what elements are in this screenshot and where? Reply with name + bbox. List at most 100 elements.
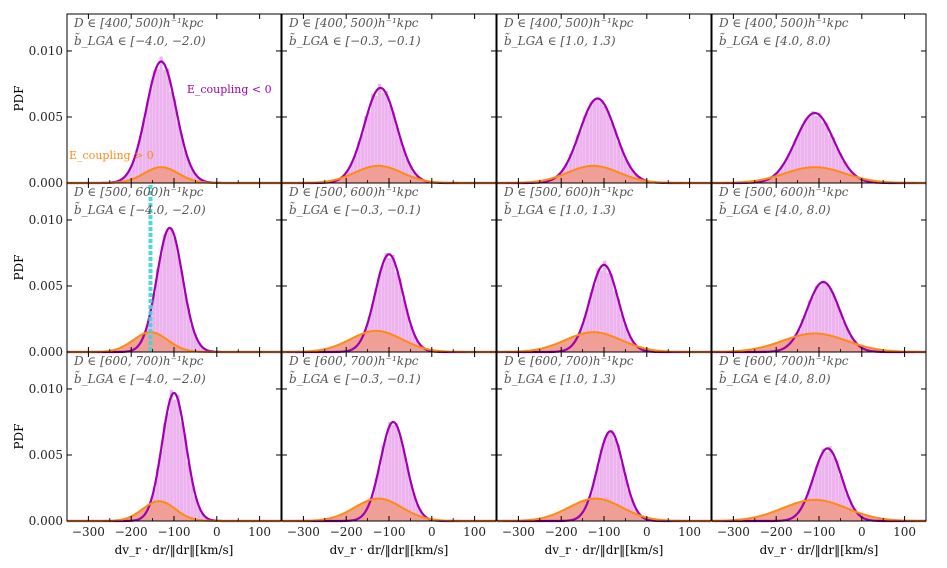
panel-distance-label: D ∈ [600, 700)h⁻¹kpc [503,354,634,368]
negative-hist-bar [824,284,829,352]
negative-hist-bar [384,438,388,521]
negative-hist-bar [828,134,832,183]
negative-hist-bar [824,122,829,183]
negative-hist-bar [132,160,136,183]
negative-hist-bar [630,498,634,521]
negative-hist-bar [811,110,815,183]
legend-negative-label: E_coupling < 0 [187,83,272,96]
negative-hist-bar [804,313,808,352]
negative-hist-bar [371,93,375,183]
negative-hist-bar [599,100,603,183]
negative-hist-bar [138,135,143,183]
negative-hist-bar [606,110,610,183]
negative-hist-bar [603,106,607,183]
x-tick-label: −200 [330,525,363,539]
negative-hist-bar [398,137,402,183]
negative-hist-bar [845,327,849,352]
panel-r2-c2: −300 −200 −100 0 100 D ∈ [600, 700)h⁻¹kpc b̃_L… [496,351,712,557]
x-tick-label: −100 [373,525,406,539]
negative-hist-bar [388,104,392,183]
negative-hist-bar [197,342,201,352]
panel-bias-label: b̃_LGA ∈ [−4.0, −2.0) [74,32,206,48]
negative-hist-bar [391,425,395,521]
negative-hist-bar [401,148,406,183]
negative-hist-bar [162,234,167,352]
negative-hist-bar [200,346,204,352]
negative-hist-bar [179,133,184,183]
negative-hist-bar [391,254,395,352]
negative-hist-bar [811,297,815,352]
negative-hist-bar [394,126,399,183]
negative-hist-bar [828,287,832,352]
x-tick-label: −300 [717,525,750,539]
x-tick-label: 0 [213,525,221,539]
negative-hist-bar [838,153,842,183]
negative-hist-bar [596,98,600,183]
x-tick-label: −200 [545,525,578,539]
negative-hist-bar [616,299,621,352]
negative-hist-bar [166,412,170,521]
negative-hist-bar [179,421,184,521]
negative-hist-bar [831,294,836,352]
negative-hist-bar [128,167,132,183]
negative-hist-bar [412,332,416,352]
negative-hist-bar [377,83,382,183]
panel-distance-label: D ∈ [500, 600)h⁻¹kpc [503,185,634,199]
negative-hist-bar [190,325,194,352]
negative-hist-bar [787,153,791,183]
negative-hist-bar [415,504,419,521]
negative-hist-bar [377,467,382,521]
negative-hist-bar [575,135,579,183]
negative-hist-bar [821,448,825,521]
negative-hist-bar [579,130,583,183]
x-tick-label: 100 [893,525,916,539]
negative-hist-bar [173,237,177,352]
negative-hist-bar [176,394,180,521]
positive-fill-area [67,501,281,521]
positive-fill-area [712,499,926,521]
negative-hist-bar [807,117,812,183]
negative-hist-bar [162,423,167,521]
negative-hist-bar [603,260,607,352]
negative-hist-bar [173,399,177,521]
panel-r0-c2: D ∈ [400, 500)h⁻¹kpc b̃_LGA ∈ [1.0, 1.3) [496,13,712,185]
negative-hist-bar [357,141,361,183]
negative-hist-bar [616,141,621,183]
panel-bias-label: b̃_LGA ∈ [4.0, 8.0) [719,201,831,217]
x-axis-label: dv_r · dr/‖dr‖[km/s] [115,543,234,557]
negative-hist-bar [609,273,614,352]
panel-distance-label: D ∈ [400, 500)h⁻¹kpc [73,16,204,30]
negative-hist-bar [814,466,818,521]
negative-hist-bar [159,56,163,183]
positive-fill-area [712,333,926,352]
negative-hist-bar [814,285,818,352]
negative-hist-bar [350,161,354,183]
negative-hist-bar [173,99,177,183]
negative-hist-bar [381,92,385,183]
negative-hist-bar [200,513,204,521]
panel-distance-label: D ∈ [600, 700)h⁻¹kpc [73,354,204,368]
x-tick-label: 100 [463,525,486,539]
negative-hist-bar [159,451,163,521]
negative-hist-bar [142,119,146,183]
panel-distance-label: D ∈ [500, 600)h⁻¹kpc [288,185,419,199]
negative-hist-bar [353,154,358,183]
x-tick-label: −200 [115,525,148,539]
panel-bias-label: b̃_LGA ∈ [−0.3, −0.1) [289,201,421,217]
negative-hist-bar [568,154,573,183]
negative-hist-bar [159,255,163,352]
negative-hist-bar [364,116,368,183]
x-tick-label: −100 [588,525,621,539]
x-axis-label: dv_r · dr/‖dr‖[km/s] [330,543,449,557]
y-axis-label: PDF [12,423,26,449]
negative-hist-bar [186,308,191,352]
panel-r1-c0: 0.000 0.005 0.010 D ∈ [500, 600)h⁻¹kpc b̃_LG… [12,182,282,359]
negative-hist-bar [162,70,167,183]
x-tick-label: −100 [803,525,836,539]
panel-r2-c1: −300 −200 −100 0 100 D ∈ [600, 700)h⁻¹kpc b̃_L… [281,351,497,557]
negative-hist-bar [401,299,406,352]
negative-hist-bar [821,122,825,183]
panel-r0-c1: D ∈ [400, 500)h⁻¹kpc b̃_LGA ∈ [−0.3, −0.1… [281,13,497,185]
negative-hist-bar [818,285,822,352]
x-tick-label: −200 [760,525,793,539]
